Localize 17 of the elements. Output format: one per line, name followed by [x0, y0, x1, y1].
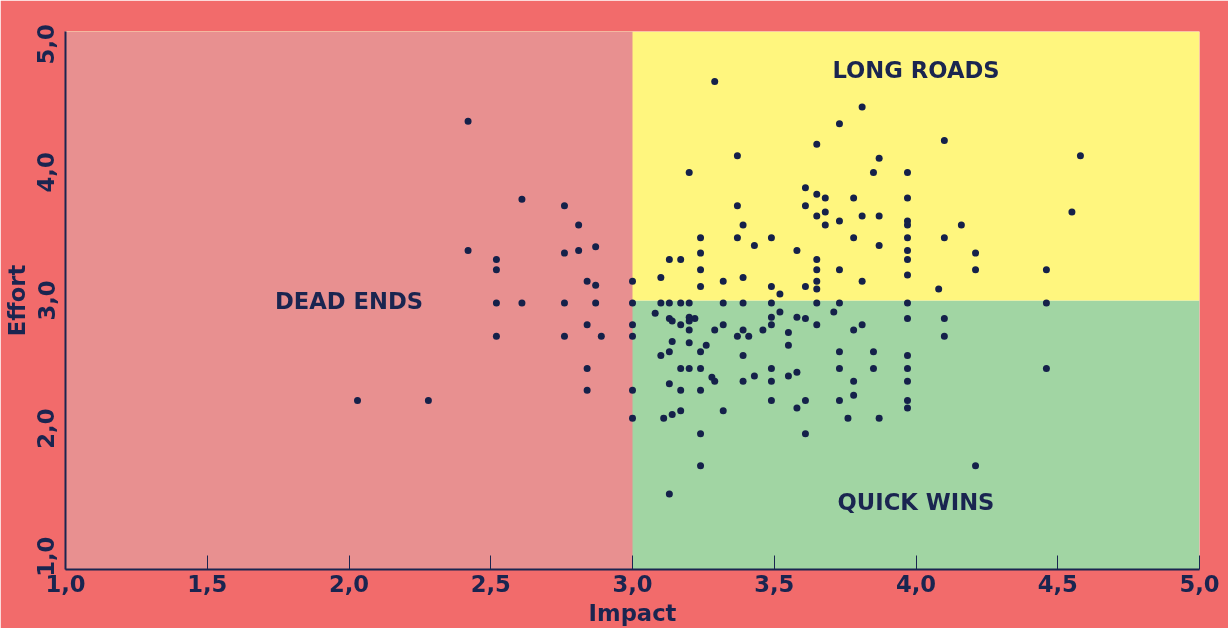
x-tick-label: 3,5	[754, 570, 795, 597]
y-axis-title: Effort	[3, 264, 30, 337]
x-axis-title: Impact	[588, 599, 677, 626]
x-tick-label: 2,0	[328, 570, 370, 597]
band-label: DEAD ENDS	[274, 287, 424, 314]
y-tick-label: 2,0	[33, 408, 60, 449]
y-tick-label: 5,0	[33, 24, 60, 65]
x-tick-label: 5,0	[1179, 570, 1220, 597]
x-tick-label: 2,5	[470, 570, 511, 597]
y-tick-label: 3,0	[33, 280, 60, 321]
x-tick-label: 4,5	[1037, 570, 1078, 597]
x-tick-label: 3,0	[612, 570, 653, 597]
y-tick-label: 4,0	[33, 152, 60, 193]
band-label: QUICK WINS	[837, 488, 995, 515]
x-tick-label: 1,5	[187, 570, 228, 597]
x-tick-label: 4,0	[895, 570, 937, 597]
band-label: LONG ROADS	[832, 56, 1000, 83]
